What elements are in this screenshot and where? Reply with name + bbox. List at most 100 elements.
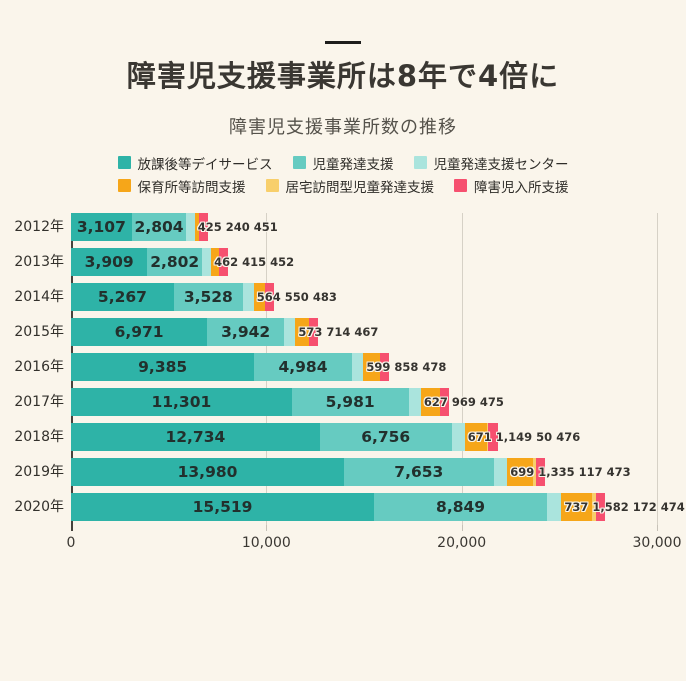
row-year-label: 2012年 xyxy=(14,218,64,235)
tail-values-label: 627 969 475 xyxy=(423,394,504,409)
axis-tick xyxy=(71,524,73,531)
segment-value-label: 13,980 xyxy=(177,462,238,481)
legend-swatch-icon xyxy=(454,179,467,193)
chart-row: 2015年 6,971 3,942 573 714 467 xyxy=(0,317,686,346)
segment-value-label: 6,971 xyxy=(114,322,164,341)
bar-segment xyxy=(242,282,254,311)
tail-values-label: 699 1,335 117 473 xyxy=(510,464,631,479)
legend-item: 保育所等訪問支援 xyxy=(117,176,246,196)
bar-segment: 3,909 xyxy=(71,247,148,276)
tail-values-label: 564 550 483 xyxy=(256,289,337,304)
chart-row: 2018年 12,734 6,756 671 1,149 50 476 xyxy=(0,422,686,451)
bar-segment xyxy=(592,492,596,521)
stacked-bar-chart: 0 10,000 20,000 30,000 2012年 3,107 2,804 425 24… xyxy=(0,212,686,565)
row-year-label: 2015年 xyxy=(14,323,64,340)
axis-tick xyxy=(266,524,268,531)
legend-label: 児童発達支援センター xyxy=(433,156,569,173)
bar-segment xyxy=(211,247,220,276)
segment-value-label: 5,267 xyxy=(97,287,147,306)
bar-segment xyxy=(420,387,440,416)
legend-row: 放課後等デイサービス 児童発達支援 児童発達支援センター xyxy=(117,153,569,173)
bar-segment xyxy=(284,317,296,346)
segment-value-label: 6,756 xyxy=(361,427,411,446)
axis-tick xyxy=(657,524,658,531)
x-axis-tick-label: 0 xyxy=(66,534,76,551)
legend-item: 児童発達支援 xyxy=(292,153,394,173)
page-title: 障害児支援事業所は8年で4倍に xyxy=(126,59,560,93)
bar-segment: 6,971 xyxy=(71,317,208,346)
x-axis-tick-label: 10,000 xyxy=(241,534,291,551)
bar-segment xyxy=(194,212,200,241)
bar-segment xyxy=(351,352,364,381)
segment-value-label: 11,301 xyxy=(151,392,212,411)
bar-segment xyxy=(202,247,212,276)
tail-values-label: 599 858 478 xyxy=(366,359,447,374)
bar-segment xyxy=(186,212,195,241)
bar-segment xyxy=(408,387,421,416)
chart-plot-area: 0 10,000 20,000 30,000 2012年 3,107 2,804 425 24… xyxy=(0,212,686,565)
row-year-label: 2014年 xyxy=(14,288,64,305)
segment-value-label: 4,984 xyxy=(278,357,328,376)
bar-segment: 12,734 xyxy=(71,422,320,451)
tail-values-label: 671 1,149 50 476 xyxy=(467,429,581,444)
bar-segment xyxy=(199,212,209,241)
bar-segment: 3,942 xyxy=(207,317,285,346)
bar-segment xyxy=(439,387,450,416)
segment-value-label: 7,653 xyxy=(394,462,444,481)
x-axis-tick-label: 20,000 xyxy=(437,534,487,551)
legend-item: 障害児入所支援 xyxy=(454,176,569,196)
bar-segment xyxy=(493,457,508,486)
legend-swatch-icon xyxy=(117,179,131,193)
bar-segment xyxy=(595,492,605,521)
segment-value-label: 2,802 xyxy=(150,252,200,271)
row-year-label: 2018年 xyxy=(14,428,64,445)
segment-value-label: 3,909 xyxy=(84,252,134,271)
bar-segment xyxy=(546,492,562,521)
bar-segment: 7,653 xyxy=(344,457,494,486)
title-dash-divider xyxy=(325,41,361,44)
segment-value-label: 3,107 xyxy=(76,217,126,236)
bar-segment xyxy=(380,352,390,381)
bar-segment xyxy=(535,457,545,486)
row-year-label: 2016年 xyxy=(14,358,64,375)
bar-segment: 11,301 xyxy=(71,387,292,416)
x-axis-tick-label: 30,000 xyxy=(632,534,682,551)
bar-segment: 15,519 xyxy=(71,492,375,521)
segment-value-label: 15,519 xyxy=(192,497,253,516)
legend-item: 児童発達支援センター xyxy=(413,153,569,173)
bar-segment xyxy=(253,282,265,311)
tail-values-label: 573 714 467 xyxy=(298,324,379,339)
segment-value-label: 5,981 xyxy=(325,392,375,411)
infographic-page: 障害児支援事業所は8年で4倍に 障害児支援事業所数の推移 放課後等デイサービス 児… xyxy=(0,41,686,681)
chart-row: 2020年 15,519 8,849 737 1,582 172 474 xyxy=(0,492,686,521)
tail-values-label: 462 415 452 xyxy=(214,254,295,269)
chart-legend: 放課後等デイサービス 児童発達支援 児童発達支援センター保育所等訪問支援 居宅訪問型児… xyxy=(0,153,686,196)
chart-row: 2016年 9,385 4,984 599 858 478 xyxy=(0,352,686,381)
chart-title: 障害児支援事業所数の推移 xyxy=(229,117,457,139)
segment-value-label: 3,942 xyxy=(221,322,271,341)
chart-row: 2014年 5,267 3,528 564 550 483 xyxy=(0,282,686,311)
bar-segment xyxy=(264,282,274,311)
bar-segment xyxy=(363,352,381,381)
tail-values-label: 737 1,582 172 474 xyxy=(564,499,685,514)
chart-row: 2019年 13,980 7,653 699 1,335 117 473 xyxy=(0,457,686,486)
bar-segment: 5,267 xyxy=(71,282,174,311)
legend-label: 障害児入所支援 xyxy=(474,179,569,196)
bar-segment xyxy=(451,422,465,451)
bar-segment: 5,981 xyxy=(291,387,409,416)
legend-swatch-icon xyxy=(292,156,306,170)
bar-segment: 2,802 xyxy=(147,247,203,276)
segment-value-label: 3,528 xyxy=(183,287,233,306)
row-year-label: 2017年 xyxy=(14,393,64,410)
legend-label: 児童発達支援 xyxy=(312,156,394,173)
bar-segment: 3,528 xyxy=(173,282,243,311)
legend-label: 放課後等デイサービス xyxy=(137,156,273,173)
bar-segment: 3,107 xyxy=(71,212,132,241)
legend-item: 居宅訪問型児童発達支援 xyxy=(265,176,434,196)
axis-tick xyxy=(461,524,463,531)
row-year-label: 2020年 xyxy=(14,498,64,515)
bar-segment xyxy=(295,317,310,346)
chart-row: 2017年 11,301 5,981 627 969 475 xyxy=(0,387,686,416)
row-year-label: 2019年 xyxy=(14,463,64,480)
bar-segment: 2,804 xyxy=(131,212,187,241)
